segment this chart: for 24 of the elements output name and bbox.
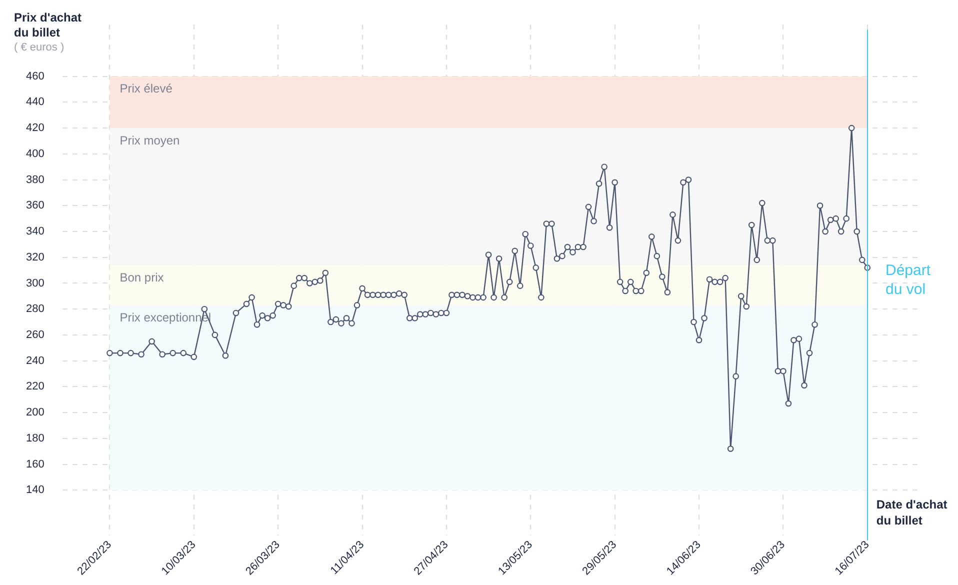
y-tick-label: 400 (26, 148, 44, 160)
y-tick-label: 360 (26, 200, 44, 212)
y-tick-label: 280 (26, 303, 44, 316)
annotation: ( € euros ) (14, 42, 64, 54)
y-tick-label: 160 (26, 458, 44, 470)
y-tick-label: 300 (26, 277, 44, 290)
y-tick-label: 340 (26, 226, 44, 238)
y-tick-label: 240 (26, 354, 44, 367)
y-tick-label: 380 (26, 174, 44, 186)
y-tick-label: 220 (26, 380, 44, 393)
ref-line-label: Départ du vol (886, 262, 932, 298)
y-axis-title: Prix d'achat du billet (14, 10, 82, 40)
y-tick-label: 420 (26, 122, 44, 134)
y-tick-label: 140 (26, 484, 44, 496)
band-label: Bon prix (120, 270, 164, 284)
band-label: Prix élevé (120, 82, 173, 96)
y-tick-label: 320 (26, 251, 44, 264)
y-tick-label: 200 (26, 406, 44, 419)
y-tick-label: 440 (26, 96, 44, 108)
y-tick-label: 260 (26, 328, 44, 341)
y-tick-label: 180 (26, 432, 44, 444)
band-label: Prix moyen (120, 133, 180, 148)
x-axis-title: Date d'achat du billet (876, 498, 948, 528)
y-tick-label: 460 (26, 70, 44, 82)
